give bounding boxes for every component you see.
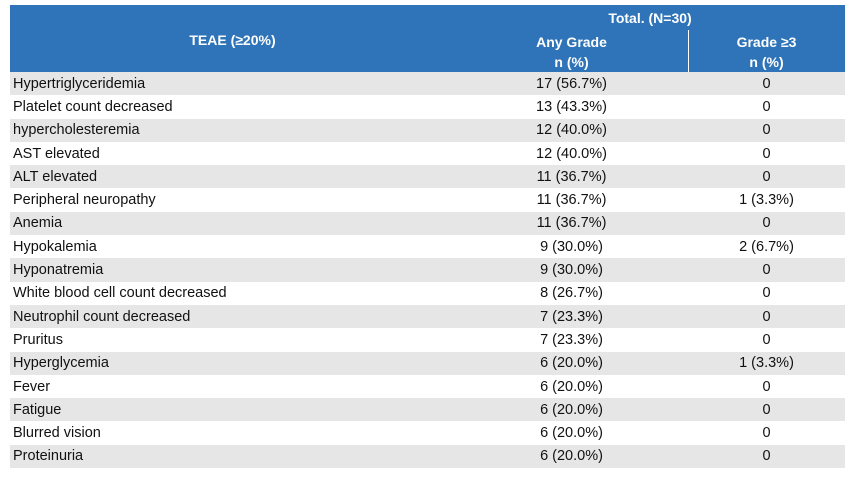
table-row: Platelet count decreased 13 (43.3%) 0 bbox=[10, 95, 845, 118]
table-cell: 0 bbox=[762, 308, 771, 325]
header-col: Any Grade bbox=[536, 34, 607, 50]
table-cell: 11 (36.7%) bbox=[536, 215, 607, 232]
table-cell: 0 bbox=[762, 401, 771, 418]
table-cell: 2 (6.7%) bbox=[739, 238, 794, 255]
table-cell: White blood cell count decreased bbox=[13, 285, 227, 302]
table-row: Peripheral neuropathy 11 (36.7%) 1 (3.3%) bbox=[10, 188, 845, 211]
table-cell: hypercholesteremia bbox=[13, 122, 140, 139]
table-row: ALT elevated 11 (36.7%) 0 bbox=[10, 165, 845, 189]
header-col: Grade ≥3 bbox=[736, 34, 797, 50]
table-cell: 0 bbox=[762, 331, 771, 348]
table-body: Hypertriglyceridemia 17 (56.7%) 0 Platelet … bbox=[10, 72, 845, 469]
table-row: Anemia 11 (36.7%) 0 bbox=[10, 211, 845, 236]
table-row: Fever 6 (20.0%) 0 bbox=[10, 375, 845, 398]
table-cell: 0 bbox=[762, 425, 771, 442]
table-cell: Neutrophil count decreased bbox=[13, 308, 191, 325]
table-cell: 0 bbox=[762, 378, 771, 395]
table: TEAE (≥20%) Total. (N=30) Any Grade n (%… bbox=[10, 5, 845, 469]
table-row: Hyponatremia 9 (30.0%) 0 bbox=[10, 258, 845, 282]
table-cell: 12 (40.0%) bbox=[536, 122, 607, 139]
header-divider bbox=[688, 30, 689, 72]
table-cell: Proteinuria bbox=[13, 448, 84, 465]
table-cell: 6 (20.0%) bbox=[540, 401, 603, 418]
table-cell: ALT elevated bbox=[13, 168, 98, 185]
table-cell: 6 (20.0%) bbox=[540, 425, 603, 442]
table-cell: 11 (36.7%) bbox=[536, 168, 607, 185]
table-cell: 7 (23.3%) bbox=[540, 308, 603, 325]
table-cell: 0 bbox=[762, 448, 771, 465]
table-row: Blurred vision 6 (20.0%) 0 bbox=[10, 421, 845, 444]
table-row: Hypertriglyceridemia 17 (56.7%) 0 bbox=[10, 72, 845, 96]
header-col-unit: n (%) bbox=[749, 54, 784, 70]
table-row: Hyperglycemia 6 (20.0%) 1 (3.3%) bbox=[10, 351, 845, 375]
table-row: Proteinuria 6 (20.0%) 0 bbox=[10, 444, 845, 469]
table-cell: 0 bbox=[762, 145, 771, 162]
table-cell: Blurred vision bbox=[13, 425, 101, 442]
table-cell: 0 bbox=[762, 98, 771, 115]
table-cell: 7 (23.3%) bbox=[540, 331, 603, 348]
header-teae: TEAE (≥20%) bbox=[189, 32, 276, 48]
table-cell: Hyperglycemia bbox=[13, 355, 109, 372]
table-row: White blood cell count decreased 8 (26.7%… bbox=[10, 282, 845, 305]
table-cell: Hyponatremia bbox=[13, 262, 104, 279]
table-cell: 0 bbox=[762, 262, 771, 279]
table-cell: 9 (30.0%) bbox=[540, 238, 603, 255]
table-cell: Pruritus bbox=[13, 331, 63, 348]
table-cell: 1 (3.3%) bbox=[739, 192, 794, 209]
table-cell: Hypokalemia bbox=[13, 238, 97, 255]
table-cell: 11 (36.7%) bbox=[536, 192, 607, 209]
table-cell: 12 (40.0%) bbox=[536, 145, 607, 162]
table-cell: 0 bbox=[762, 285, 771, 302]
table-cell: Hypertriglyceridemia bbox=[13, 75, 146, 92]
header-total: Total. (N=30) bbox=[608, 10, 692, 26]
table-cell: 9 (30.0%) bbox=[540, 262, 603, 279]
table-cell: 1 (3.3%) bbox=[739, 355, 794, 372]
table-row: Pruritus 7 (23.3%) 0 bbox=[10, 328, 845, 351]
table-row: AST elevated 12 (40.0%) 0 bbox=[10, 142, 845, 165]
table-cell: Fatigue bbox=[13, 401, 62, 418]
table-row: Fatigue 6 (20.0%) 0 bbox=[10, 398, 845, 422]
table-cell: 6 (20.0%) bbox=[540, 355, 603, 372]
table-cell: Anemia bbox=[13, 215, 63, 232]
table-cell: 13 (43.3%) bbox=[536, 98, 607, 115]
table-cell: 0 bbox=[762, 122, 771, 139]
table-cell: 6 (20.0%) bbox=[540, 448, 603, 465]
table-cell: 0 bbox=[762, 168, 771, 185]
table-cell: Platelet count decreased bbox=[13, 98, 173, 115]
table-cell: Fever bbox=[13, 378, 51, 395]
header-col-unit: n (%) bbox=[554, 54, 589, 70]
table-row: Hypokalemia 9 (30.0%) 2 (6.7%) bbox=[10, 235, 845, 258]
table-row: hypercholesteremia 12 (40.0%) 0 bbox=[10, 118, 845, 142]
table-cell: 17 (56.7%) bbox=[536, 75, 607, 92]
table-cell: 8 (26.7%) bbox=[540, 285, 603, 302]
table-cell: 6 (20.0%) bbox=[540, 378, 603, 395]
table-cell: 0 bbox=[762, 215, 771, 232]
table-cell: 0 bbox=[762, 75, 771, 92]
table-cell: AST elevated bbox=[13, 145, 100, 162]
table-cell: Peripheral neuropathy bbox=[13, 192, 156, 209]
table-row: Neutrophil count decreased 7 (23.3%) 0 bbox=[10, 304, 845, 329]
table-header: TEAE (≥20%) Total. (N=30) Any Grade n (%… bbox=[10, 5, 845, 72]
